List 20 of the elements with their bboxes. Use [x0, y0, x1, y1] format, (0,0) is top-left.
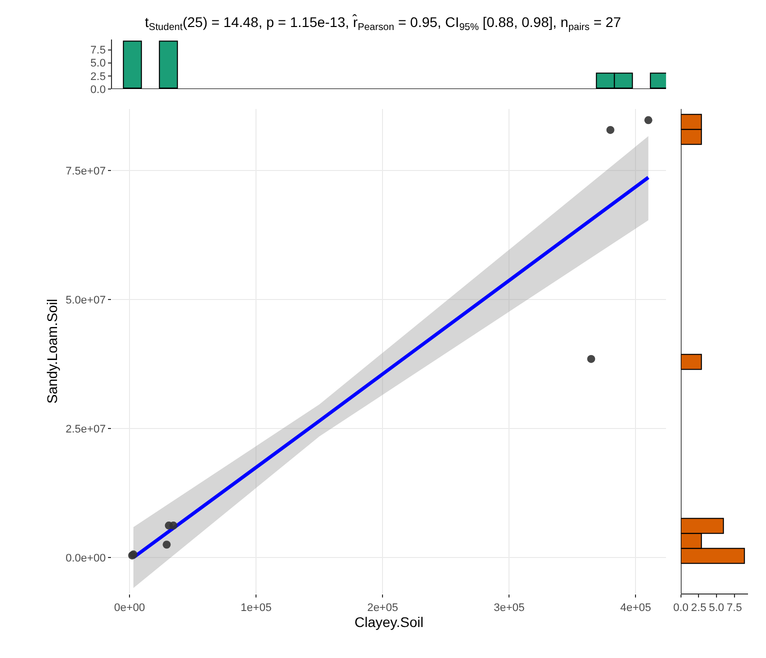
- x-tick-label: 5.0: [708, 602, 724, 614]
- y-tick-label: 2.5e+07: [66, 423, 106, 436]
- x-tick-label: 0.0: [673, 602, 689, 614]
- y-tick-label: 5.0: [90, 58, 106, 70]
- y-tick-label: 2.5: [90, 70, 106, 83]
- y-tick-label: 7.5e+07: [66, 166, 106, 178]
- x-tick-label: 4e+05: [620, 602, 652, 614]
- y-tick-label: 7.5: [90, 44, 106, 57]
- y-tick-label: 0.0: [90, 84, 106, 96]
- y-axis-title: Sandy.Loam.Soil: [44, 298, 60, 404]
- chart-title: t$_{Student}$(25) = 14.48, p = 1.15e-13, r̂$_{Pearson}$ = 0.95, CI$_{95%}$ [0.88, 0.98], n$_{pairs}$ = 27: [144, 14, 622, 33]
- x-tick-label: 2e+05: [367, 602, 398, 614]
- x-tick-label: 0e+00: [114, 602, 146, 614]
- x-axis-title: Clayey.Soil: [354, 614, 424, 630]
- y-tick-label: 0.0e+00: [66, 552, 106, 564]
- x-tick-label: 7.5: [726, 602, 742, 614]
- x-tick-label: 2.5: [691, 602, 706, 614]
- x-tick-label: 3e+05: [494, 602, 525, 614]
- x-tick-label: 1e+05: [240, 602, 272, 614]
- y-tick-label: 5.0e+07: [66, 294, 106, 306]
